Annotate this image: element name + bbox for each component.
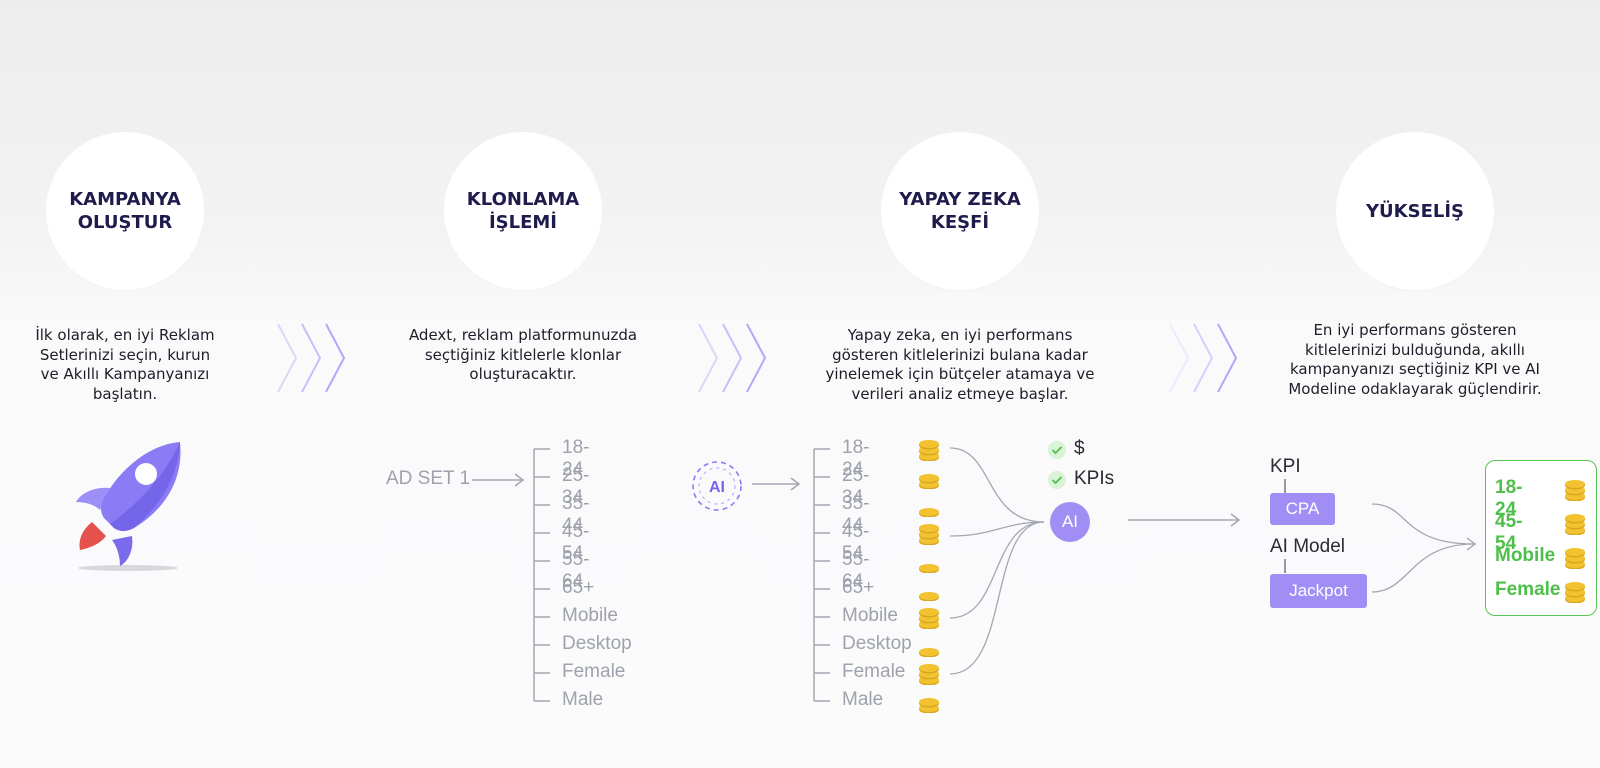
kpi-connector [1284,479,1286,493]
discovery-audience-item: 35-44 [842,493,870,536]
kpi-label: KPI [1270,456,1301,477]
clone-audience-item: 65+ [562,577,595,598]
check-icon-budget [1048,441,1066,459]
discovery-audience-item: 25-34 [842,465,870,508]
step-desc-create-campaign: İlk olarak, en iyi Reklam Setlerinizi se… [35,326,215,403]
winner-audience-item: 45-54 [1495,511,1523,554]
coin-stack-icon [1565,514,1585,535]
coin-stack-icon [919,474,939,489]
chevron-arrows-1 [277,323,346,393]
discovery-audience-item: 65+ [842,577,875,598]
ai-badge-label: AI [709,479,725,496]
clone-audience-item: 18-24 [562,437,590,480]
discovery-audience-item: 45-54 [842,521,870,564]
coin-stack-icon [919,698,939,713]
discovery-audience-item: Mobile [842,605,898,626]
clone-audience-item: 25-34 [562,465,590,508]
ai-node-arrow [1128,513,1241,527]
clone-audience-item: Male [562,689,604,710]
discovery-audience-item: Female [842,661,906,682]
step-desc-cloning: Adext, reklam platformunuzda seçtiğiniz … [408,326,638,383]
clone-audience-item: 55-64 [562,549,590,592]
winner-audience-item: Mobile [1495,545,1556,566]
step-circle-create-campaign: KAMPANYA OLUŞTUR [46,132,204,290]
chevron-arrows-3 [1169,323,1238,393]
check-icon-kpis [1048,471,1066,489]
step-desc-boost: En iyi performans gösteren kitlelerinizi… [1288,321,1542,398]
clone-tree-lines [533,448,550,702]
ai-badge-arrow [752,477,801,491]
ad-set-label: AD SET 1 [386,468,471,489]
coin-stack-icon [919,524,939,545]
check-label-kpis: KPIs [1074,468,1115,489]
discovery-audience-item: Male [842,689,884,710]
coin-stack-icon [919,592,939,601]
winner-audience-item: Female [1495,579,1561,600]
winner-audience-item: 18-24 [1495,477,1523,520]
rocket-icon [76,442,181,571]
flow-curves [949,447,1045,675]
coin-stack-icon [919,664,939,685]
model-connector [1284,559,1286,573]
ai-node-label: AI [1061,512,1079,531]
clone-audience-item: Female [562,661,626,682]
ad-set-arrow [472,473,525,487]
coin-stack-icon [1565,582,1585,603]
discovery-audience-item: 18-24 [842,437,870,480]
clone-audience-item: Desktop [562,633,632,654]
coin-stack-icon [919,440,939,461]
ai-node: AI [1050,502,1090,542]
kpi-value-box: CPA [1270,493,1335,525]
ai-model-label: AI Model [1270,536,1345,557]
discovery-tree-lines [813,448,830,702]
coin-stack-icon [1565,480,1585,501]
ai-badge-dashed: AI [692,461,742,511]
discovery-audience-item: Desktop [842,633,912,654]
coin-stack-icon [919,608,939,629]
check-label-budget: $ [1074,438,1085,459]
ai-model-value-box: Jackpot [1270,574,1367,608]
boost-merge-curves [1371,503,1477,593]
step-circle-cloning: KLONLAMA İŞLEMİ [444,132,602,290]
chevron-arrows-2 [698,323,767,393]
coin-stack-icon [919,648,939,657]
clone-audience-item: 35-44 [562,493,590,536]
clone-audience-item: Mobile [562,605,618,626]
clone-audience-item: 45-54 [562,521,590,564]
step-circle-ai-discovery: YAPAY ZEKA KEŞFİ [881,132,1039,290]
discovery-audience-item: 55-64 [842,549,870,592]
step-circle-boost: YÜKSELİŞ [1336,132,1494,290]
coin-stack-icon [919,508,939,517]
coin-stack-icon [919,564,939,573]
coin-stack-icon [1565,548,1585,569]
step-desc-ai-discovery: Yapay zeka, en iyi performans gösteren k… [825,326,1095,403]
